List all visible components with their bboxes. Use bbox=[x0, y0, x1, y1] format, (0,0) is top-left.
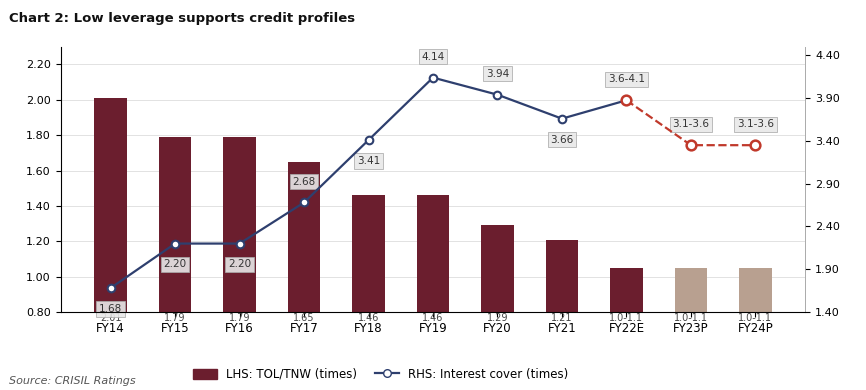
Text: 1.46: 1.46 bbox=[358, 313, 379, 323]
Legend: LHS: TOL/TNW (times), RHS: Interest cover (times): LHS: TOL/TNW (times), RHS: Interest cove… bbox=[189, 363, 573, 386]
Text: 3.6-4.1: 3.6-4.1 bbox=[608, 74, 645, 84]
Text: 1.0-1.1: 1.0-1.1 bbox=[674, 313, 708, 323]
Text: 3.1-3.6: 3.1-3.6 bbox=[672, 119, 709, 129]
Text: 3.1-3.6: 3.1-3.6 bbox=[737, 119, 774, 129]
Bar bbox=[481, 225, 514, 312]
Text: 3.94: 3.94 bbox=[486, 69, 509, 79]
Text: Chart 2: Low leverage supports credit profiles: Chart 2: Low leverage supports credit pr… bbox=[9, 12, 355, 25]
Bar bbox=[352, 195, 385, 312]
Text: 1.46: 1.46 bbox=[423, 313, 443, 323]
Bar bbox=[546, 239, 578, 312]
Bar bbox=[94, 98, 126, 312]
Text: 1.79: 1.79 bbox=[229, 313, 250, 323]
Bar bbox=[740, 268, 772, 312]
Bar bbox=[417, 195, 449, 312]
Text: 1.29: 1.29 bbox=[487, 313, 508, 323]
Text: 1.21: 1.21 bbox=[552, 313, 572, 323]
Text: 2.20: 2.20 bbox=[228, 259, 251, 269]
Bar bbox=[159, 137, 191, 312]
Bar bbox=[288, 162, 320, 312]
Text: 3.41: 3.41 bbox=[357, 156, 380, 166]
Bar bbox=[223, 137, 255, 312]
Text: 2.01: 2.01 bbox=[100, 313, 121, 323]
Text: 1.0-1.1: 1.0-1.1 bbox=[739, 313, 772, 323]
Text: Source: CRISIL Ratings: Source: CRISIL Ratings bbox=[9, 376, 135, 386]
Bar bbox=[675, 268, 707, 312]
Text: 1.65: 1.65 bbox=[294, 313, 314, 323]
Text: 2.20: 2.20 bbox=[164, 259, 187, 269]
Text: 1.0-1.1: 1.0-1.1 bbox=[610, 313, 643, 323]
Text: 1.68: 1.68 bbox=[99, 304, 122, 314]
Text: 3.66: 3.66 bbox=[550, 135, 573, 145]
Text: 2.68: 2.68 bbox=[293, 177, 316, 186]
Text: 1.79: 1.79 bbox=[165, 313, 186, 323]
Bar bbox=[611, 268, 643, 312]
Text: 4.14: 4.14 bbox=[422, 52, 444, 62]
